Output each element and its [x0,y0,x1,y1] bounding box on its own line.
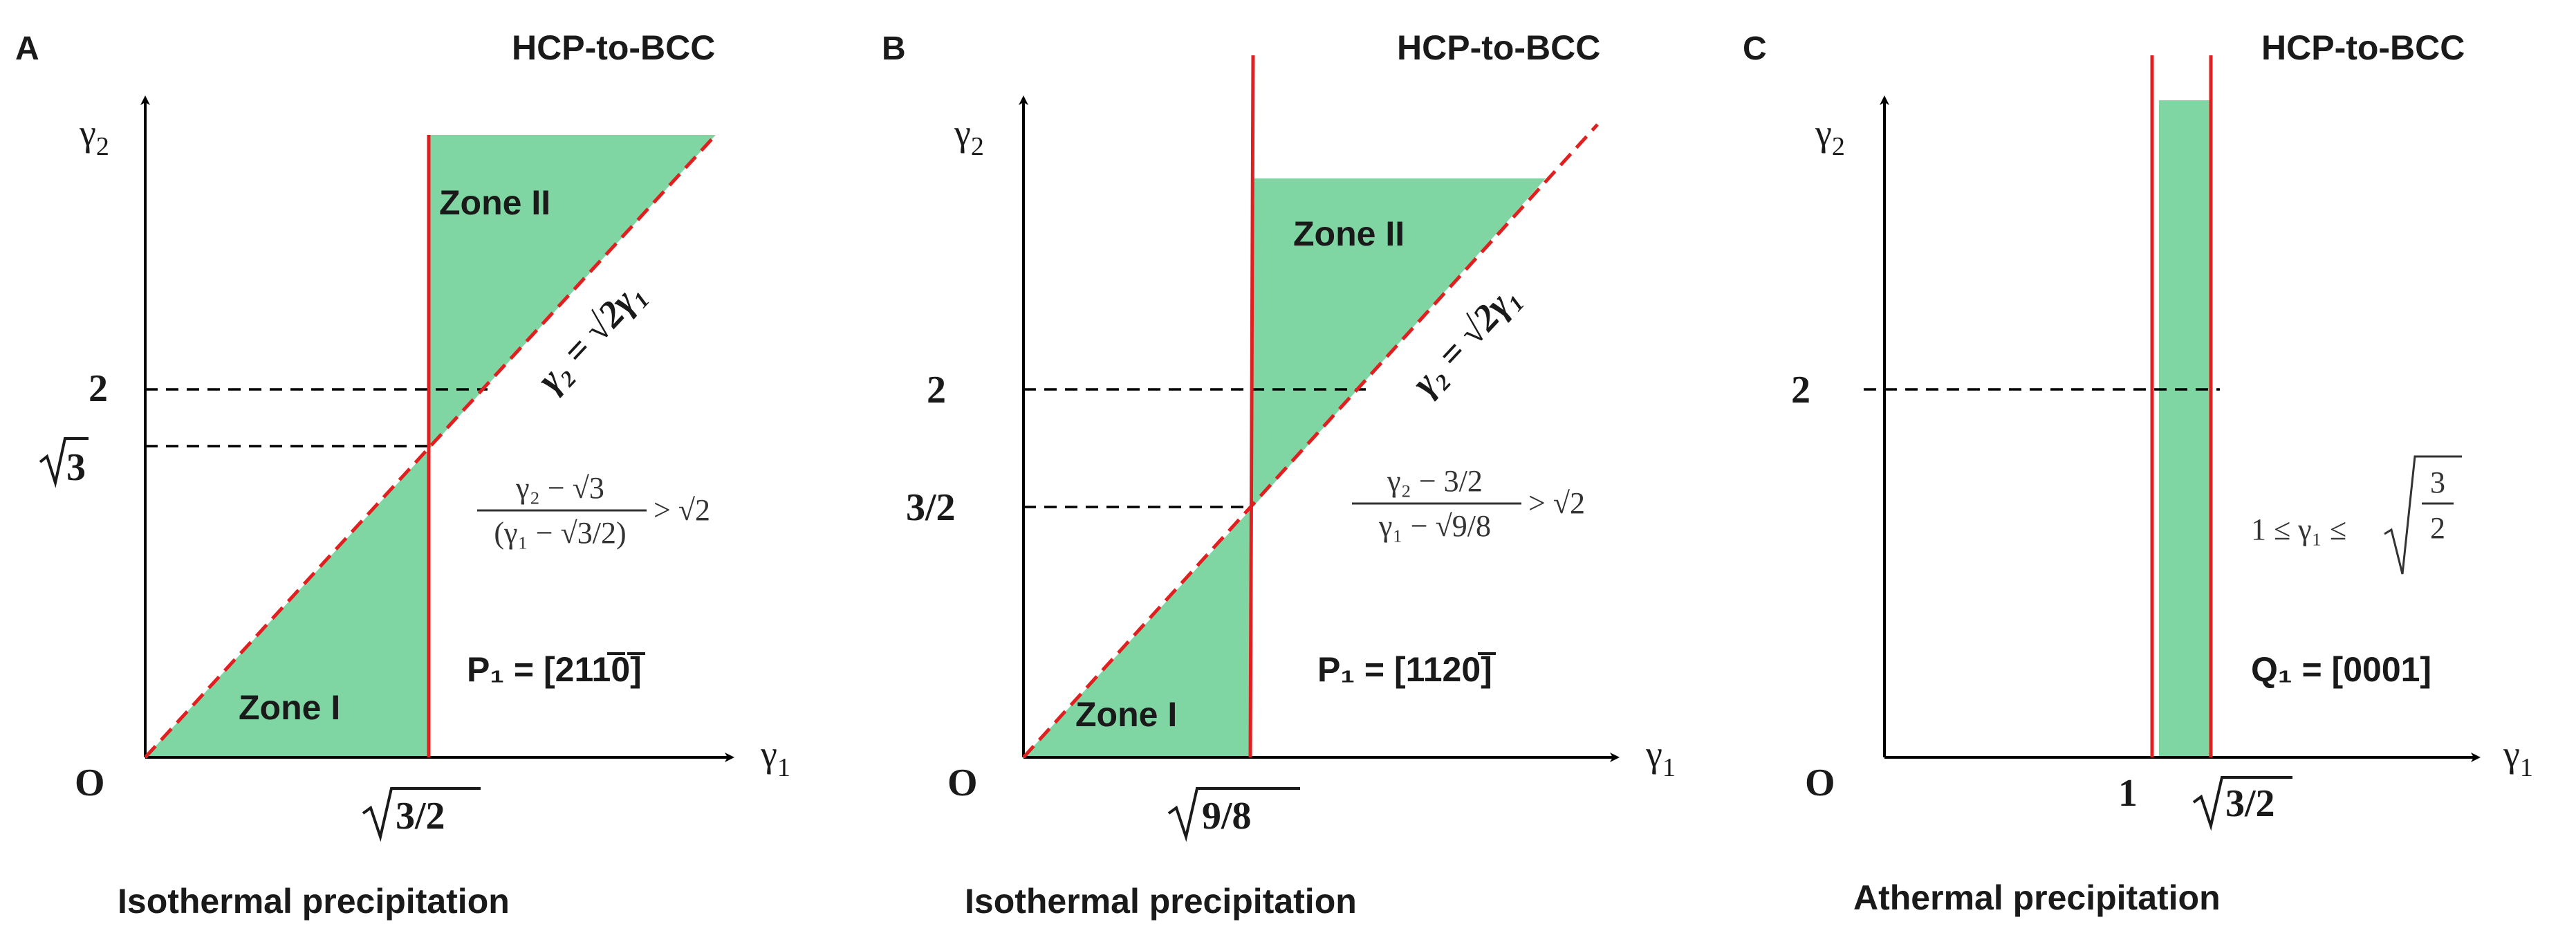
panel-a-letter: A [15,30,39,67]
svg-text:1 ≤ γ₁ ≤: 1 ≤ γ₁ ≤ [2251,513,2346,546]
panel-c-y-tick-2: 2 [1791,369,1810,412]
svg-text:γ₁ − √9/8: γ₁ − √9/8 [1378,509,1491,543]
svg-text:P₁ = [2110]: P₁ = [2110] [467,650,642,689]
panel-b-letter: B [882,30,906,67]
svg-text:3/2: 3/2 [396,795,445,838]
panel-c-origin: O [1805,761,1835,804]
panel-b-vertical-boundary [1248,55,1255,758]
panel-a-zone-ii-label: Zone II [439,183,550,222]
panel-c-x-tick-root-3-2: 3/2 [2192,776,2292,831]
panel-c-letter: C [1743,30,1767,67]
panel-c-condition: 1 ≤ γ₁ ≤ 3 2 [2251,455,2462,575]
panel-c-y-axis-label: γ2 [1815,112,1845,161]
panel-a-x-axis-label: γ1 [760,733,790,782]
svg-text:γ₂ − 3/2: γ₂ − 3/2 [1387,464,1483,498]
panel-b-y-tick-3-2: 3/2 [906,486,956,529]
svg-text:3: 3 [66,446,86,489]
panel-a: A HCP-to-BCC γ2 γ1 O 2 3 3/2 Zone I Zone… [15,28,790,921]
panel-b-x-axis-label: γ1 [1645,733,1676,782]
panel-b-zone-i-label: Zone I [1075,695,1177,734]
panel-a-y-tick-root3: 3 [39,437,89,489]
svg-text:> √2: > √2 [1528,486,1585,520]
panel-c-caption: Athermal precipitation [1853,878,2221,917]
svg-text:> √2: > √2 [654,493,710,527]
panel-c-zone-area [2159,100,2211,757]
panel-a-zone-i-label: Zone I [239,688,340,727]
svg-text:γ₂ − √3: γ₂ − √3 [515,471,604,505]
svg-text:3/2: 3/2 [2225,782,2275,825]
panel-b-zone-ii-label: Zone II [1293,214,1405,253]
panel-a-y-axis-label: γ2 [79,112,109,161]
panel-b-direction: P₁ = [1120] [1317,650,1496,689]
panel-c-title: HCP-to-BCC [2261,28,2465,67]
svg-text:9/8: 9/8 [1202,795,1252,838]
panel-c: C HCP-to-BCC γ2 γ1 O 2 1 3/2 1 ≤ γ₁ ≤ 3 … [1743,28,2533,917]
panel-b-condition: γ₂ − 3/2 γ₁ − √9/8 > √2 [1352,464,1585,543]
svg-text:(γ₁ − √3/2): (γ₁ − √3/2) [494,516,626,550]
panel-b-y-axis-label: γ2 [954,112,984,161]
panel-c-x-tick-1: 1 [2118,772,2138,815]
panel-b-x-tick-root-9-8: 9/8 [1167,787,1300,842]
panel-b-slope-line [1022,123,1599,759]
panel-a-direction: P₁ = [2110] [467,650,645,689]
panel-a-title: HCP-to-BCC [512,28,715,67]
svg-text:2: 2 [2430,511,2445,545]
panel-a-condition: γ₂ − √3 (γ₁ − √3/2) > √2 [477,471,710,550]
panel-b-caption: Isothermal precipitation [965,882,1357,921]
panel-b-title: HCP-to-BCC [1397,28,1600,67]
panel-b-y-tick-2: 2 [927,369,946,412]
panel-a-origin: O [75,761,105,804]
panel-b-origin: O [947,761,978,804]
panel-a-caption: Isothermal precipitation [118,882,510,921]
panel-a-x-tick-root-3-2: 3/2 [362,787,481,842]
svg-text:P₁ = [1120]: P₁ = [1120] [1317,650,1492,689]
svg-text:3: 3 [2430,465,2445,499]
panel-c-x-axis-label: γ1 [2503,733,2533,782]
panel-c-direction: Q₁ = [0001] [2251,650,2431,689]
panel-a-y-tick-2: 2 [89,367,108,410]
panel-b: B HCP-to-BCC γ2 γ1 O 2 3/2 9/8 Zone I Zo… [882,28,1676,921]
